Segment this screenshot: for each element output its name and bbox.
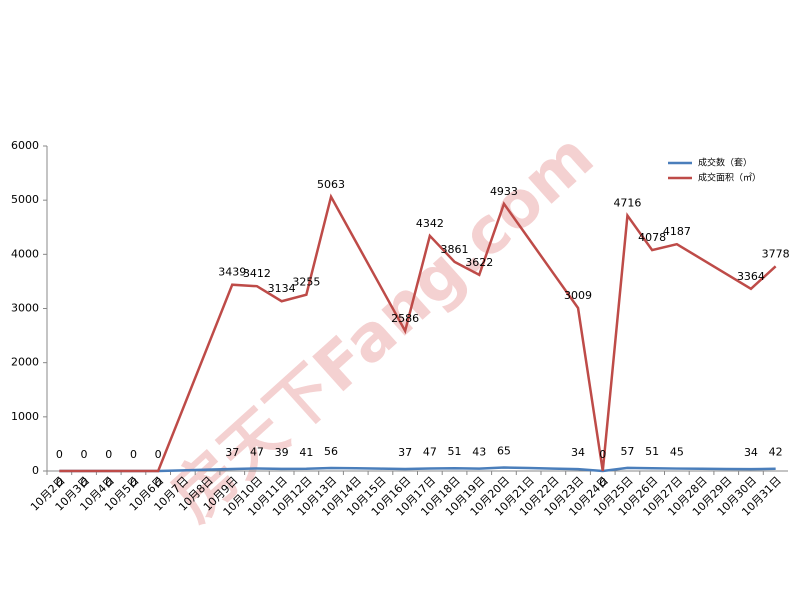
data-label: 41	[299, 446, 313, 459]
data-label: 3134	[268, 282, 296, 295]
data-label: 3778	[762, 247, 790, 260]
data-label: 45	[670, 446, 684, 459]
data-label: 56	[324, 445, 338, 458]
series-line	[59, 466, 776, 473]
data-label: 0	[81, 448, 88, 461]
data-label: 3861	[441, 243, 469, 256]
data-label: 0	[599, 448, 606, 461]
data-label: 39	[275, 446, 289, 459]
data-label: 65	[497, 444, 511, 457]
y-tick-label: 1000	[11, 410, 39, 423]
data-label: 34	[571, 446, 585, 459]
y-tick-label: 6000	[11, 139, 39, 152]
data-label: 0	[56, 476, 63, 489]
data-label: 0	[81, 476, 88, 489]
data-label: 0	[105, 448, 112, 461]
data-label: 4078	[638, 231, 666, 244]
data-label: 3622	[465, 256, 493, 269]
data-label: 2586	[391, 312, 419, 325]
y-tick-label: 0	[32, 464, 39, 477]
data-label: 5063	[317, 178, 345, 191]
data-label: 3412	[243, 267, 271, 280]
data-label: 0	[105, 476, 112, 489]
data-label: 51	[645, 445, 659, 458]
y-tick-label: 4000	[11, 247, 39, 260]
data-label: 3364	[737, 270, 765, 283]
data-label: 4716	[613, 197, 641, 210]
y-tick-label: 3000	[11, 302, 39, 315]
data-label: 3255	[292, 276, 320, 289]
data-label: 42	[769, 446, 783, 459]
data-label: 4187	[663, 225, 691, 238]
data-label: 0	[56, 448, 63, 461]
data-label: 0	[155, 476, 162, 489]
data-label: 43	[472, 446, 486, 459]
series-line	[59, 193, 777, 473]
y-tick-label: 5000	[11, 193, 39, 206]
data-label: 37	[225, 446, 239, 459]
y-tick-label: 2000	[11, 356, 39, 369]
data-label: 34	[744, 446, 758, 459]
data-label: 4342	[416, 217, 444, 230]
legend-label: 成交数（套）	[698, 157, 752, 169]
data-label: 37	[398, 446, 412, 459]
data-label: 3439	[218, 266, 246, 279]
legend-label: 成交面积（㎡）	[698, 172, 761, 184]
data-label: 0	[130, 448, 137, 461]
data-label: 47	[423, 445, 437, 458]
data-label: 51	[448, 445, 462, 458]
data-label: 4933	[490, 185, 518, 198]
data-label: 0	[155, 448, 162, 461]
watermark: 房天下Fang.com	[158, 119, 608, 535]
data-label: 0	[599, 476, 606, 489]
data-label: 57	[620, 445, 634, 458]
data-label: 3009	[564, 289, 592, 302]
data-label: 0	[130, 476, 137, 489]
data-label: 47	[250, 445, 264, 458]
